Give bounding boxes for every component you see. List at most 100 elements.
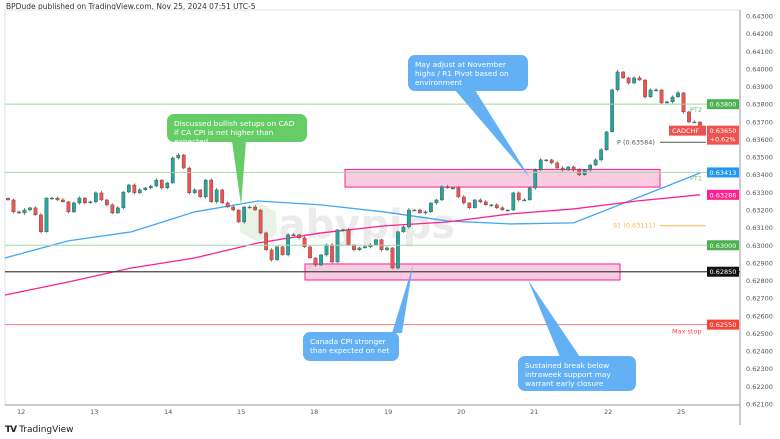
last-price-tag — [707, 125, 739, 145]
y-tick-label: 0.62800 — [746, 277, 773, 285]
y-tick-label: 0.64200 — [746, 30, 773, 38]
candle-body — [615, 71, 620, 91]
candle-body — [28, 207, 32, 211]
y-tick-label: 0.62100 — [746, 400, 773, 408]
callout-pointer — [232, 141, 246, 205]
y-tick-label: 0.63300 — [746, 189, 773, 197]
candle-body — [434, 199, 439, 204]
x-tick-label: 25 — [677, 408, 685, 416]
publish-info: BPDude published on TradingView.com, Nov… — [6, 2, 256, 11]
candle-body — [346, 229, 351, 246]
candle-body — [538, 159, 543, 171]
candle-body — [105, 199, 109, 206]
y-tick-label: 0.64000 — [746, 65, 773, 73]
candle-body — [198, 189, 203, 198]
candle-body — [593, 159, 598, 166]
support-resistance-zone — [344, 168, 661, 188]
candle-body — [330, 244, 334, 263]
y-tick-label: 0.63500 — [746, 154, 773, 162]
candle-body — [22, 209, 27, 214]
candle-body — [440, 186, 444, 201]
last-price-label: 0.63650 — [710, 127, 737, 135]
level-label: PT2 — [690, 106, 702, 114]
candle-body — [154, 179, 159, 187]
candle-body — [516, 192, 521, 201]
candle-body — [500, 207, 505, 211]
candle-body — [396, 231, 400, 269]
candle-body — [483, 201, 488, 206]
candle-body — [264, 232, 268, 251]
price-tag — [707, 99, 739, 110]
price-tag-label: 0.63000 — [710, 242, 737, 250]
candle-body — [66, 201, 71, 213]
candle-body — [472, 199, 477, 209]
candle-body — [236, 209, 241, 223]
price-tag-label: 0.62850 — [710, 268, 737, 276]
candle-body — [423, 211, 428, 214]
candle-body — [50, 197, 54, 200]
candle-body — [681, 92, 686, 113]
candle-body — [115, 207, 120, 214]
candle-body — [280, 246, 285, 256]
candle-body — [549, 159, 554, 164]
candle-body — [494, 204, 499, 209]
candle-body — [61, 199, 65, 203]
pivot-label: P (0.63584) — [617, 138, 655, 146]
candle-body — [566, 166, 571, 171]
symbol-tag — [669, 125, 706, 136]
y-tick-label: 0.62300 — [746, 365, 773, 373]
annotation-canada-cpi: Canada CPI stronger than expected on net — [303, 332, 399, 361]
candle-body — [363, 246, 367, 249]
price-tag-label: 0.63800 — [710, 101, 737, 109]
callout-pointer — [528, 280, 580, 357]
candle-body — [654, 89, 658, 92]
y-tick-label: 0.62900 — [746, 259, 773, 267]
callout-pointer — [392, 265, 413, 333]
tradingview-logo[interactable]: TV TradingView — [5, 425, 74, 435]
candle-body — [17, 211, 21, 214]
candle-body — [522, 199, 527, 202]
annotation-sustained-break: Sustained break below intraweek support … — [518, 356, 636, 391]
candle-body — [225, 202, 230, 208]
y-tick-label: 0.63800 — [746, 101, 773, 109]
ma-price-tag — [707, 189, 739, 200]
price-tag — [707, 266, 739, 277]
price-tag — [707, 240, 739, 251]
candle-body — [137, 189, 142, 194]
candle-body — [187, 167, 192, 194]
candle-body — [451, 187, 455, 190]
candle-body — [604, 131, 609, 151]
candle-body — [467, 202, 472, 209]
candle-body — [599, 149, 603, 161]
y-tick-label: 0.62200 — [746, 383, 773, 391]
candle-body — [632, 77, 636, 84]
candle-body — [83, 197, 87, 204]
candle-body — [555, 162, 560, 169]
candle-body — [247, 206, 252, 209]
candle-body — [648, 89, 653, 98]
y-tick-label: 0.63400 — [746, 171, 773, 179]
price-change-label: +0.62% — [710, 136, 736, 144]
moving-average-slow — [4, 194, 701, 296]
candle-body — [374, 239, 378, 246]
candle-body — [335, 229, 340, 263]
tv-logo-icon: TV — [5, 425, 17, 435]
candle-body — [588, 164, 593, 171]
candle-body — [401, 226, 406, 233]
candle-body — [571, 166, 576, 171]
candle-body — [511, 192, 516, 211]
candle-body — [176, 154, 181, 159]
y-tick-label: 0.62700 — [746, 295, 773, 303]
candle-body — [626, 77, 631, 84]
candle-body — [418, 209, 422, 214]
candle-body — [687, 111, 691, 123]
candle-body — [385, 247, 389, 251]
candle-body — [165, 182, 170, 189]
candle-body — [44, 197, 49, 233]
ma-price-label: 0.63413 — [710, 169, 737, 177]
candle-body — [143, 187, 148, 191]
candle-body — [313, 257, 318, 266]
x-tick-label: 20 — [457, 408, 465, 416]
candle-body — [621, 71, 625, 79]
